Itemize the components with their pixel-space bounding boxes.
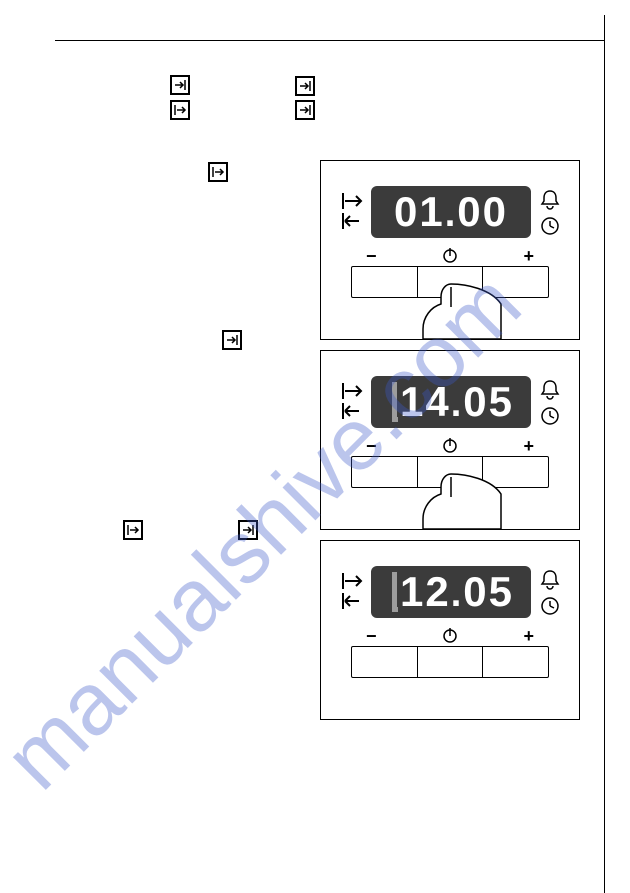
minus-label: −	[366, 626, 377, 644]
page-rule-top	[55, 40, 605, 41]
lcd-display: 14.05	[371, 376, 531, 428]
plus-label: +	[523, 436, 534, 454]
lcd-display: 12.05	[371, 566, 531, 618]
page-rule-right	[604, 15, 605, 893]
mode-icons	[539, 569, 561, 621]
end-arrow-icon	[222, 330, 242, 350]
end-arrow-icon	[170, 75, 190, 95]
start-arrow-icon	[123, 520, 143, 540]
button-bar[interactable]	[351, 646, 549, 678]
end-arrow-icon	[295, 100, 315, 120]
lcd-display: 01.00	[371, 186, 531, 238]
minus-label: −	[366, 436, 377, 454]
duration-icons	[341, 191, 363, 231]
mode-icons	[539, 189, 561, 241]
plus-label: +	[523, 626, 534, 644]
clock-panel-2: 14.05 − +	[320, 350, 580, 530]
minus-button[interactable]	[352, 267, 418, 297]
mode-icons	[539, 379, 561, 431]
power-icon	[441, 246, 459, 264]
minus-label: −	[366, 246, 377, 264]
minus-button[interactable]	[352, 647, 418, 677]
duration-icons	[341, 571, 363, 611]
control-labels: − +	[351, 246, 549, 264]
plus-label: +	[523, 246, 534, 264]
hand-press-illustration	[411, 279, 511, 339]
select-button[interactable]	[418, 647, 484, 677]
power-icon	[441, 626, 459, 644]
plus-button[interactable]	[483, 647, 548, 677]
end-arrow-icon	[295, 76, 315, 96]
clock-panel-1: 01.00 − +	[320, 160, 580, 340]
end-arrow-icon	[238, 520, 258, 540]
duration-icons	[341, 381, 363, 421]
start-arrow-icon	[170, 100, 190, 120]
control-labels: − +	[351, 436, 549, 454]
control-labels: − +	[351, 626, 549, 644]
power-icon	[441, 436, 459, 454]
clock-panel-3: 12.05 − +	[320, 540, 580, 720]
minus-button[interactable]	[352, 457, 418, 487]
hand-press-illustration	[411, 469, 511, 529]
start-arrow-icon	[208, 162, 228, 182]
